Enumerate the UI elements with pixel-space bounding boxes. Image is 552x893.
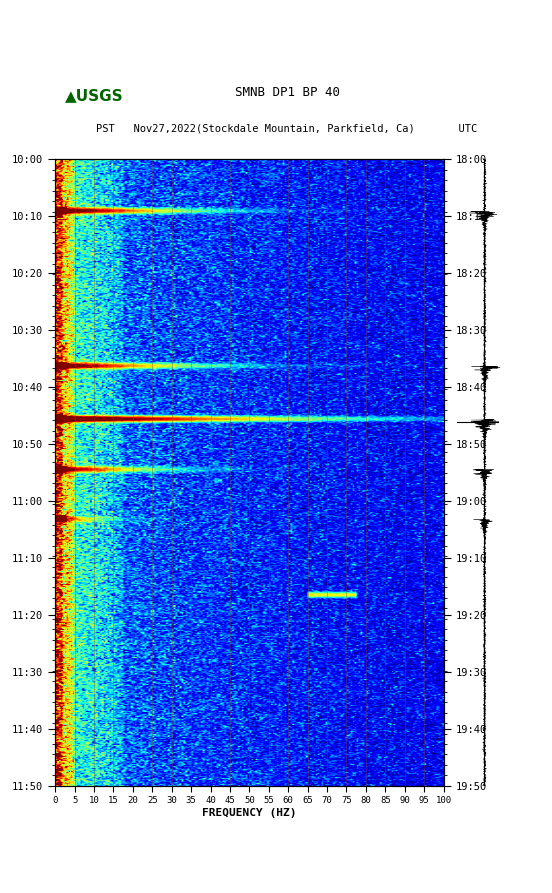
Text: PST   Nov27,2022(Stockdale Mountain, Parkfield, Ca)       UTC: PST Nov27,2022(Stockdale Mountain, Parkf…	[97, 123, 477, 134]
X-axis label: FREQUENCY (HZ): FREQUENCY (HZ)	[202, 808, 296, 818]
Text: SMNB DP1 BP 40: SMNB DP1 BP 40	[235, 87, 339, 99]
Text: ▲USGS: ▲USGS	[65, 88, 123, 104]
